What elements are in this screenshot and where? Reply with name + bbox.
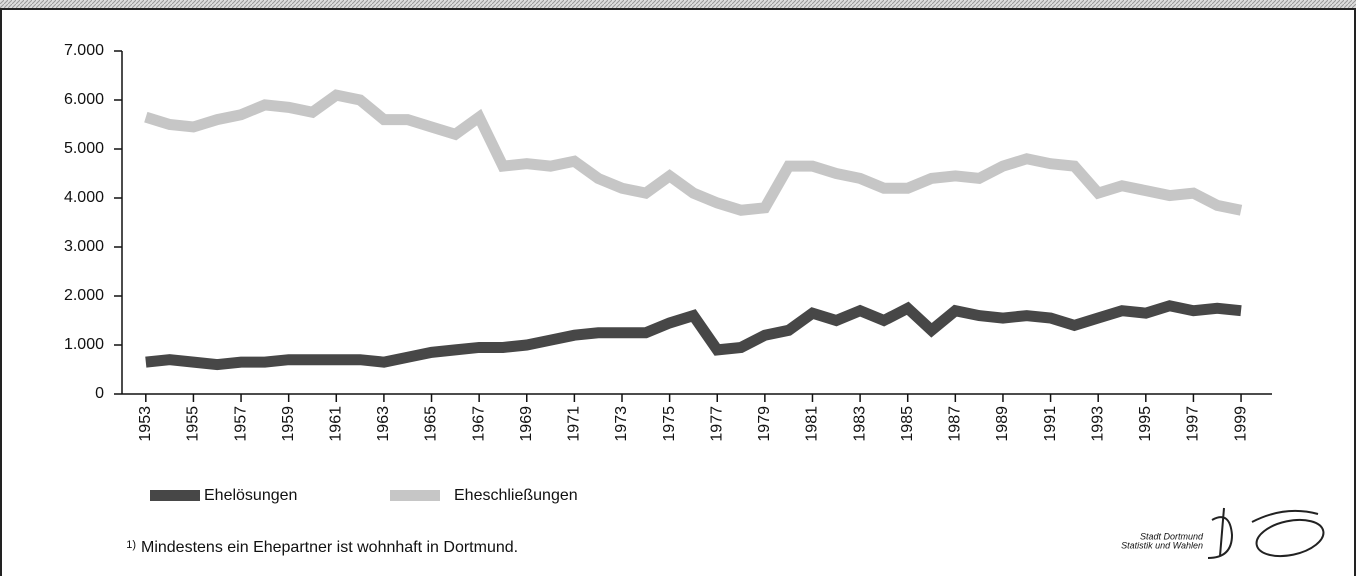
x-tick-label: 1981: [804, 406, 821, 442]
y-tick-label: 4.000: [64, 189, 104, 206]
source-line: Statistik und Wahlen: [1121, 540, 1203, 550]
y-tick-label: 7.000: [64, 42, 104, 59]
x-tick-label: 1961: [328, 406, 345, 442]
x-tick-label: 1959: [280, 406, 297, 442]
x-tick-label: 1953: [137, 406, 154, 442]
series-line: [144, 89, 1243, 216]
x-tick-label: 1967: [470, 406, 487, 442]
logo: [1207, 507, 1325, 559]
legend-swatch: [150, 490, 200, 501]
x-tick-label: 1997: [1185, 406, 1202, 442]
x-tick-label: 1975: [661, 406, 678, 442]
y-tick-label: 6.000: [64, 91, 104, 108]
x-tick-label: 1965: [423, 406, 440, 442]
y-tick-label: 0: [95, 385, 104, 402]
series-line: [145, 300, 1242, 371]
y-tick-label: 1.000: [64, 336, 104, 353]
legend-label: Ehelösungen: [204, 487, 297, 504]
x-tick-label: 1963: [375, 406, 392, 442]
x-tick-label: 1999: [1232, 406, 1249, 442]
x-tick-label: 1987: [947, 406, 964, 442]
source-line: Stadt Dortmund: [1140, 531, 1204, 541]
x-tick-label: 1983: [851, 406, 868, 442]
legend-swatch: [390, 490, 440, 501]
footnote: Mindestens ein Ehepartner ist wohnhaft i…: [141, 539, 518, 556]
x-tick-label: 1955: [185, 406, 202, 442]
header-band: [0, 0, 1356, 9]
x-tick-label: 1977: [708, 406, 725, 442]
x-tick-label: 1979: [756, 406, 773, 442]
x-tick-label: 1989: [994, 406, 1011, 442]
x-tick-label: 1991: [1042, 406, 1059, 442]
x-tick-label: 1995: [1137, 406, 1154, 442]
y-tick-label: 2.000: [64, 287, 104, 304]
x-tick-label: 1993: [1089, 406, 1106, 442]
footnote-marker: 1): [126, 539, 136, 551]
x-tick-label: 1957: [232, 406, 249, 442]
x-tick-label: 1971: [566, 406, 583, 442]
legend-label: Eheschließungen: [454, 487, 578, 504]
x-tick-label: 1985: [899, 406, 916, 442]
x-tick-label: 1973: [613, 406, 630, 442]
y-tick-label: 3.000: [64, 238, 104, 255]
y-tick-label: 5.000: [64, 140, 104, 157]
x-tick-label: 1969: [518, 406, 535, 442]
